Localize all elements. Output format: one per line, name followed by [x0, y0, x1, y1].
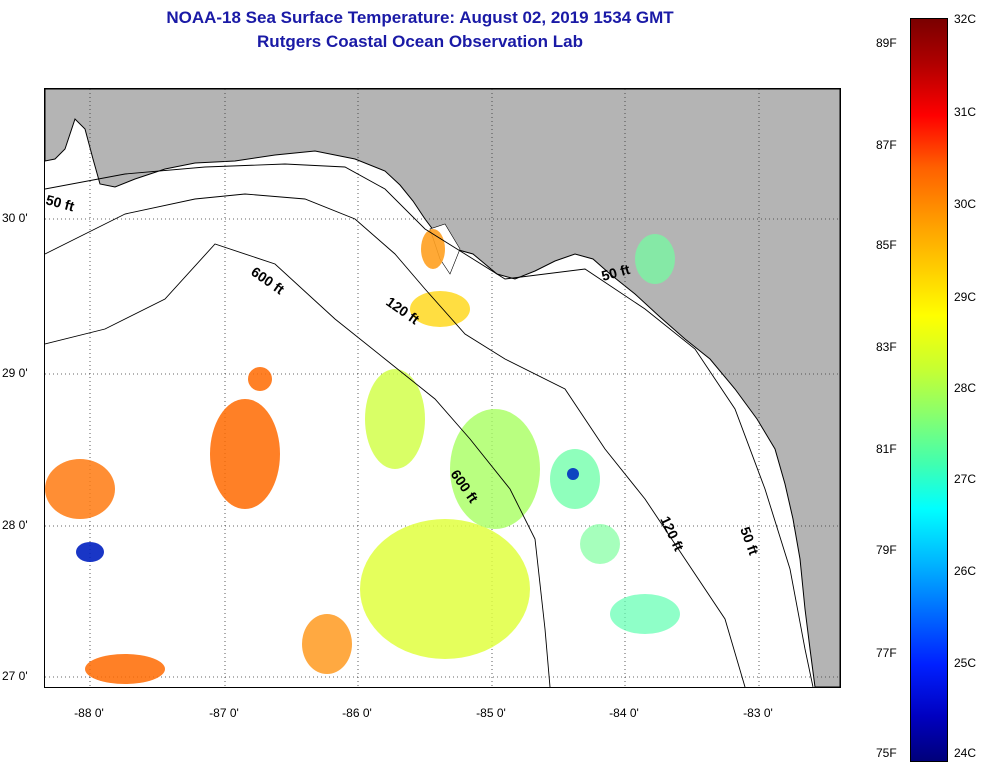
colorbar-c-label: 31C — [954, 105, 977, 119]
lat-tick: 29 0' — [2, 366, 28, 380]
lon-tick: -83 0' — [743, 706, 773, 720]
sst-patch — [45, 459, 115, 519]
lon-tick: -87 0' — [209, 706, 239, 720]
lon-tick: -85 0' — [476, 706, 506, 720]
sst-patch — [76, 542, 104, 562]
colorbar-c-label: 28C — [954, 381, 977, 395]
sst-patch — [248, 367, 272, 391]
colorbar-f-label: 81F — [876, 442, 897, 456]
isobaths — [45, 163, 814, 687]
isobath-120 — [45, 193, 746, 687]
colorbar-c-label: 26C — [954, 564, 977, 578]
isobath-50 — [45, 163, 814, 687]
colorbar-c-label: 24C — [954, 746, 977, 760]
sst-map: 50 ft 600 ft 120 ft 50 ft 600 ft 120 ft … — [44, 88, 841, 688]
sst-patch — [85, 654, 165, 684]
lon-tick: -86 0' — [342, 706, 372, 720]
lon-tick: -88 0' — [74, 706, 104, 720]
colorbar-c-label: 29C — [954, 290, 977, 304]
lat-tick: 27 0' — [2, 669, 28, 683]
lat-tick: 30 0' — [2, 211, 28, 225]
colorbar-c-label: 27C — [954, 472, 977, 486]
sst-patch — [365, 369, 425, 469]
sst-patch — [421, 229, 445, 269]
temperature-colorbar — [910, 18, 948, 762]
isobath-label: 600 ft — [248, 263, 287, 297]
sst-patch — [302, 614, 352, 674]
sst-patch — [610, 594, 680, 634]
map-title: NOAA-18 Sea Surface Temperature: August … — [166, 8, 674, 27]
sst-patch — [580, 524, 620, 564]
isobath-label: 120 ft — [657, 514, 687, 554]
colorbar-f-label: 85F — [876, 238, 897, 252]
isobath-label: 50 ft — [44, 191, 76, 214]
colorbar-f-label: 89F — [876, 36, 897, 50]
graticule — [45, 89, 840, 687]
colorbar-c-label: 32C — [954, 12, 977, 26]
map-subtitle: Rutgers Coastal Ocean Observation Lab — [257, 32, 583, 51]
sst-patch — [567, 468, 579, 480]
lat-tick: 28 0' — [2, 518, 28, 532]
isobath-label: 50 ft — [737, 525, 762, 558]
colorbar-f-label: 83F — [876, 340, 897, 354]
colorbar-f-label: 77F — [876, 646, 897, 660]
colorbar-c-label: 25C — [954, 656, 977, 670]
isobath-label: 50 ft — [600, 261, 632, 284]
sst-patch — [635, 234, 675, 284]
sst-patch — [450, 409, 540, 529]
sst-patch — [210, 399, 280, 509]
sst-patches — [45, 229, 680, 684]
colorbar-f-label: 79F — [876, 543, 897, 557]
isobath-600 — [45, 243, 551, 687]
colorbar-f-label: 75F — [876, 746, 897, 760]
land-mass — [45, 89, 840, 687]
colorbar-f-label: 87F — [876, 138, 897, 152]
colorbar-c-label: 30C — [954, 197, 977, 211]
sst-patch — [360, 519, 530, 659]
sst-patch — [410, 291, 470, 327]
lon-tick: -84 0' — [609, 706, 639, 720]
